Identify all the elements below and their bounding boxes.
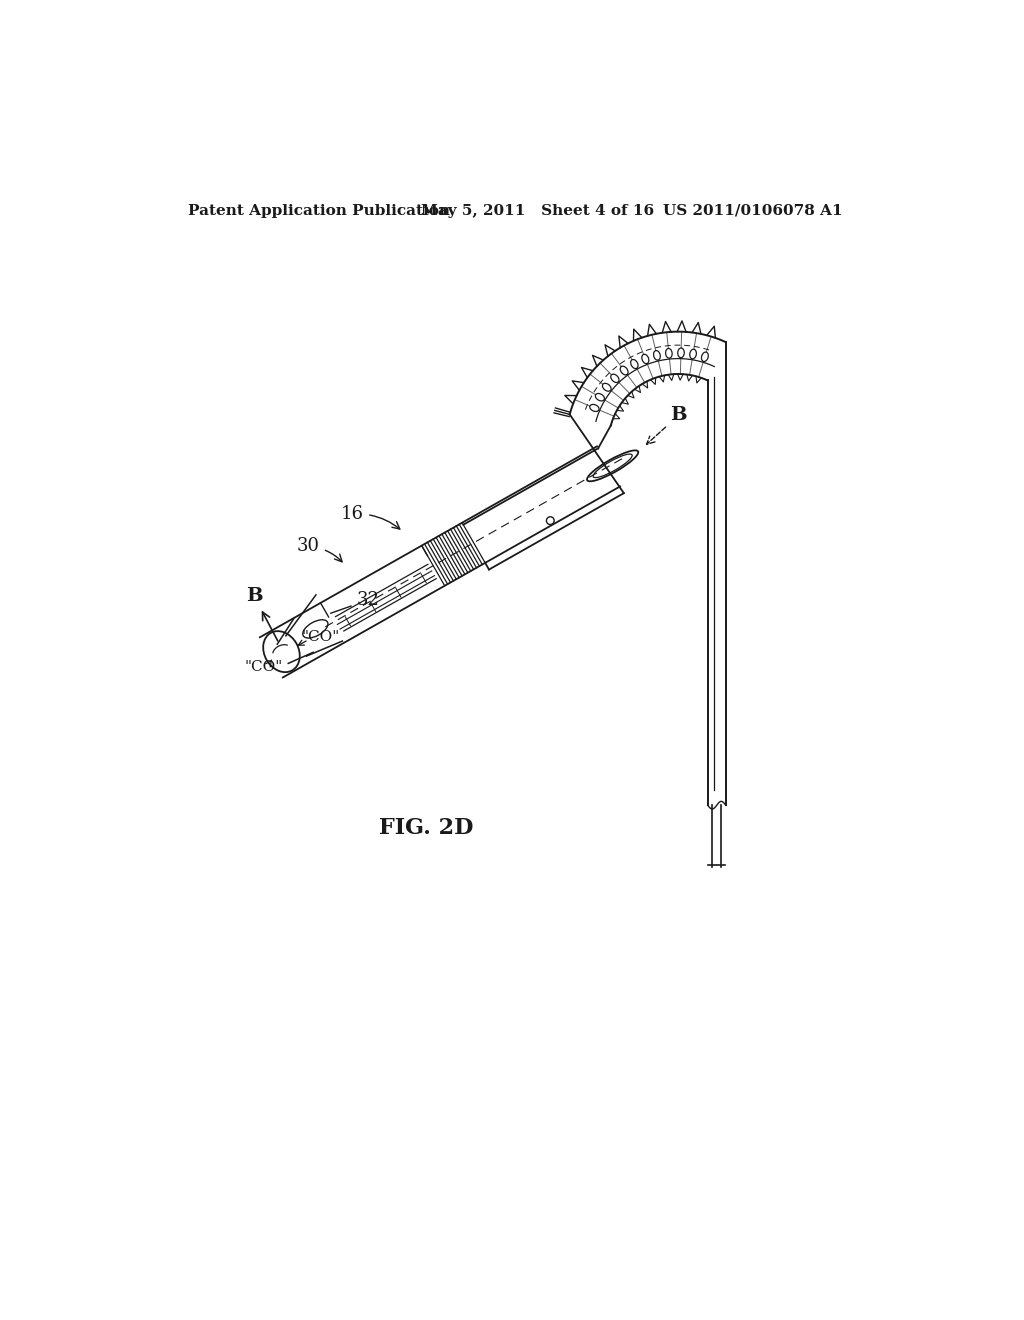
Ellipse shape (621, 366, 628, 375)
Ellipse shape (595, 393, 604, 401)
Text: 32: 32 (331, 591, 380, 614)
Ellipse shape (666, 348, 672, 358)
Text: May 5, 2011   Sheet 4 of 16: May 5, 2011 Sheet 4 of 16 (421, 203, 654, 218)
Circle shape (547, 517, 554, 524)
Text: "CO": "CO" (301, 631, 339, 644)
Ellipse shape (631, 359, 638, 368)
Text: FIG. 2D: FIG. 2D (379, 817, 473, 840)
Ellipse shape (678, 348, 684, 358)
Ellipse shape (690, 350, 696, 359)
Text: 30: 30 (297, 537, 342, 562)
Text: 16: 16 (341, 504, 399, 529)
Ellipse shape (590, 404, 599, 412)
Text: US 2011/0106078 A1: US 2011/0106078 A1 (663, 203, 843, 218)
Ellipse shape (602, 383, 611, 391)
Text: "CO": "CO" (245, 660, 283, 673)
Ellipse shape (642, 354, 649, 363)
Ellipse shape (610, 374, 620, 383)
Ellipse shape (701, 352, 709, 362)
Text: B: B (246, 587, 278, 642)
Text: Patent Application Publication: Patent Application Publication (188, 203, 451, 218)
Text: B: B (646, 407, 687, 445)
Ellipse shape (653, 351, 660, 360)
